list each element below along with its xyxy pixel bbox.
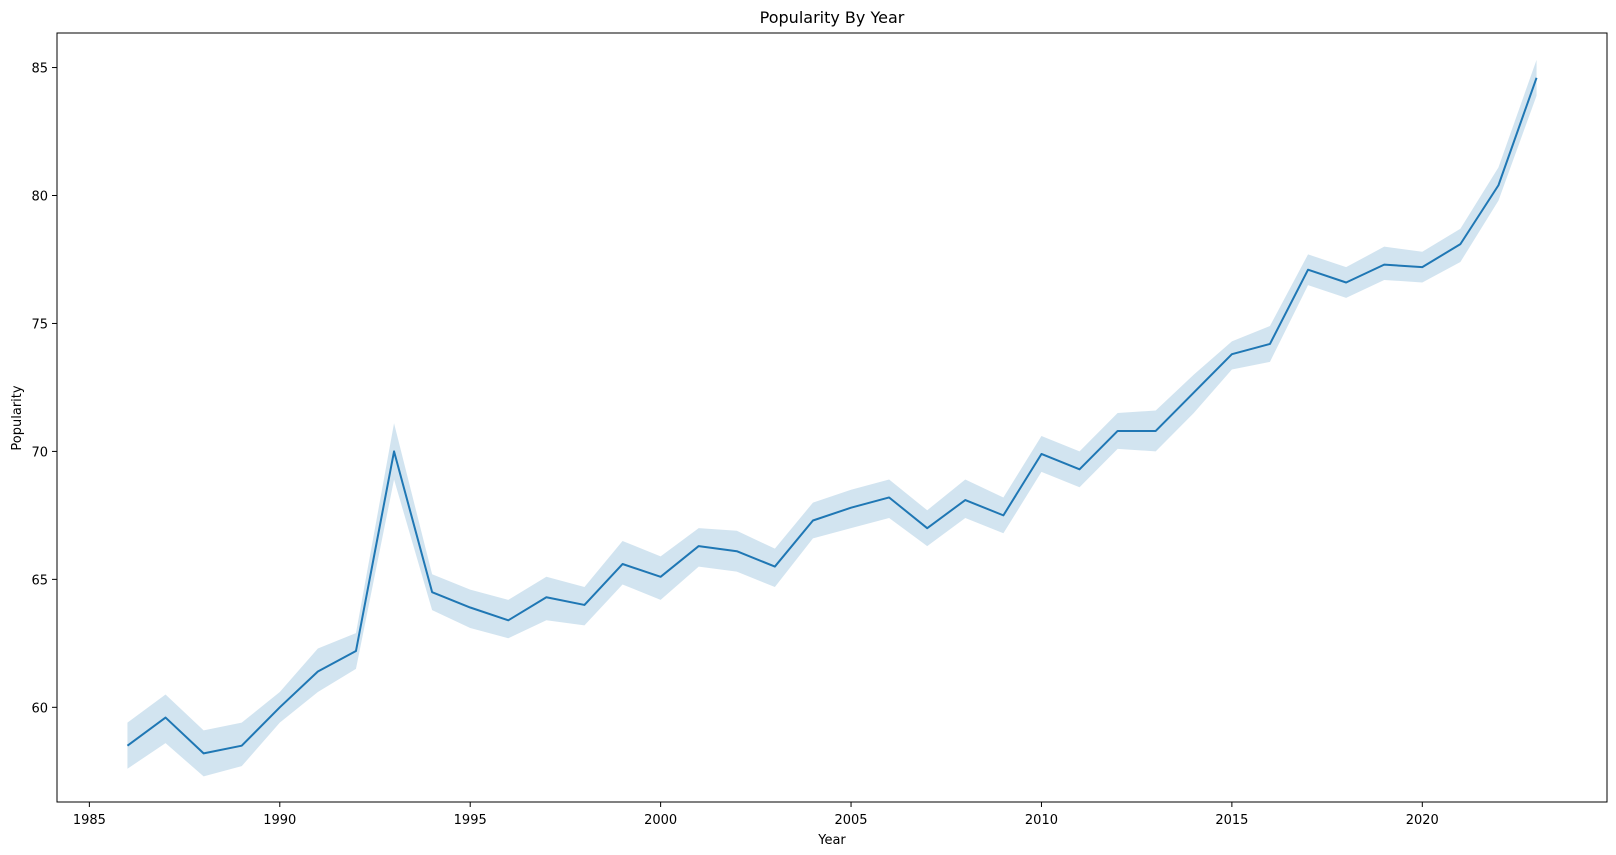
y-tick-label: 70 — [31, 445, 48, 460]
x-tick-label: 2005 — [834, 813, 867, 828]
x-axis-label: Year — [817, 833, 846, 848]
series-line — [126, 77, 1538, 755]
x-tick-label: 2015 — [1215, 813, 1248, 828]
y-axis-label: Popularity — [10, 385, 25, 450]
y-tick-label: 75 — [31, 317, 48, 332]
x-axis-ticks: 1985 1990 1995 2000 2005 2010 2015 2020 — [73, 802, 1439, 828]
y-axis-ticks: 60 65 70 75 80 85 — [31, 62, 57, 716]
x-tick-label: 2000 — [644, 813, 677, 828]
y-tick-label: 65 — [31, 573, 48, 588]
y-tick-label: 85 — [31, 62, 48, 77]
x-tick-label: 1985 — [73, 813, 106, 828]
confidence-band — [127, 59, 1537, 777]
x-tick-label: 2020 — [1406, 813, 1439, 828]
chart-title: Popularity By Year — [760, 8, 905, 27]
x-tick-label: 1990 — [263, 813, 296, 828]
plot-area — [126, 59, 1538, 777]
x-tick-label: 2010 — [1025, 813, 1058, 828]
y-tick-label: 80 — [31, 190, 48, 205]
x-tick-label: 1995 — [454, 813, 487, 828]
plot-frame — [56, 32, 1608, 803]
y-tick-label: 60 — [31, 701, 48, 716]
